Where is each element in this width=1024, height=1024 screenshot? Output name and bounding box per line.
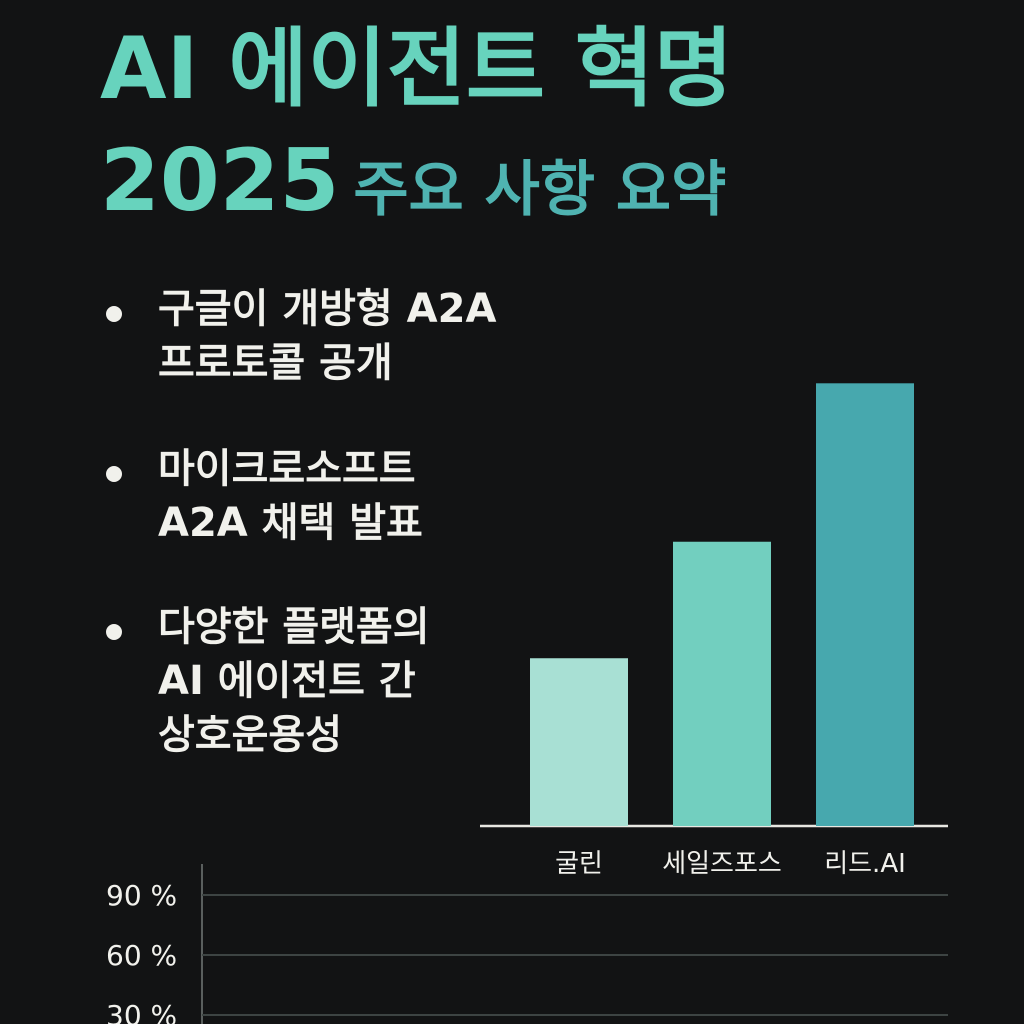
bar bbox=[530, 658, 628, 826]
bullet-item-1: 구글이 개방형 A2A 프로토콜 공개 bbox=[106, 282, 546, 390]
bar-chart: 굴린 세일즈포스 리드.AI bbox=[480, 383, 948, 879]
bullet-dot-icon bbox=[106, 466, 122, 482]
bullet-line: 마이크로소프트 bbox=[158, 446, 416, 492]
bullet-dot-icon bbox=[106, 306, 122, 322]
line-chart-y-tick-label: 60 % bbox=[106, 939, 177, 972]
title-subtitle: 주요 사항 요약 bbox=[353, 155, 727, 225]
bar-category-label: 리드.AI bbox=[824, 849, 906, 879]
bullet-item-3: 다양한 플랫폼의 AI 에이전트 간 상호운용성 bbox=[106, 600, 546, 762]
title-second-line: 2025 주요 사항 요약 bbox=[100, 134, 726, 229]
bullet-item-2: 마이크로소프트 A2A 채택 발표 bbox=[106, 442, 546, 550]
bullet-text: 마이크로소프트 A2A 채택 발표 bbox=[158, 442, 546, 550]
bullet-dot-icon bbox=[106, 624, 122, 640]
bar-category-label: 굴린 bbox=[555, 849, 603, 879]
title-main: AI 에이전트 혁명 bbox=[100, 19, 734, 119]
bullet-line: 구글이 개방형 A2A bbox=[158, 286, 497, 332]
bullet-line: 다양한 플랫폼의 bbox=[158, 604, 430, 650]
bullet-line: A2A 채택 발표 bbox=[158, 500, 423, 546]
bullet-line: AI 에이전트 간 bbox=[158, 658, 416, 704]
line-chart: 90 % 60 % 30 % bbox=[106, 864, 948, 1024]
bullet-text: 구글이 개방형 A2A 프로토콜 공개 bbox=[158, 282, 546, 390]
bullet-line: 프로토콜 공개 bbox=[158, 340, 393, 386]
line-chart-y-tick-label: 30 % bbox=[106, 999, 177, 1024]
bar bbox=[816, 383, 914, 826]
bar bbox=[673, 541, 771, 826]
line-chart-y-tick-label: 90 % bbox=[106, 879, 177, 912]
bullet-line: 상호운용성 bbox=[158, 712, 342, 758]
bullet-text: 다양한 플랫폼의 AI 에이전트 간 상호운용성 bbox=[158, 600, 546, 762]
title-year: 2025 bbox=[100, 131, 340, 231]
bar-category-label: 세일즈포스 bbox=[662, 849, 782, 879]
